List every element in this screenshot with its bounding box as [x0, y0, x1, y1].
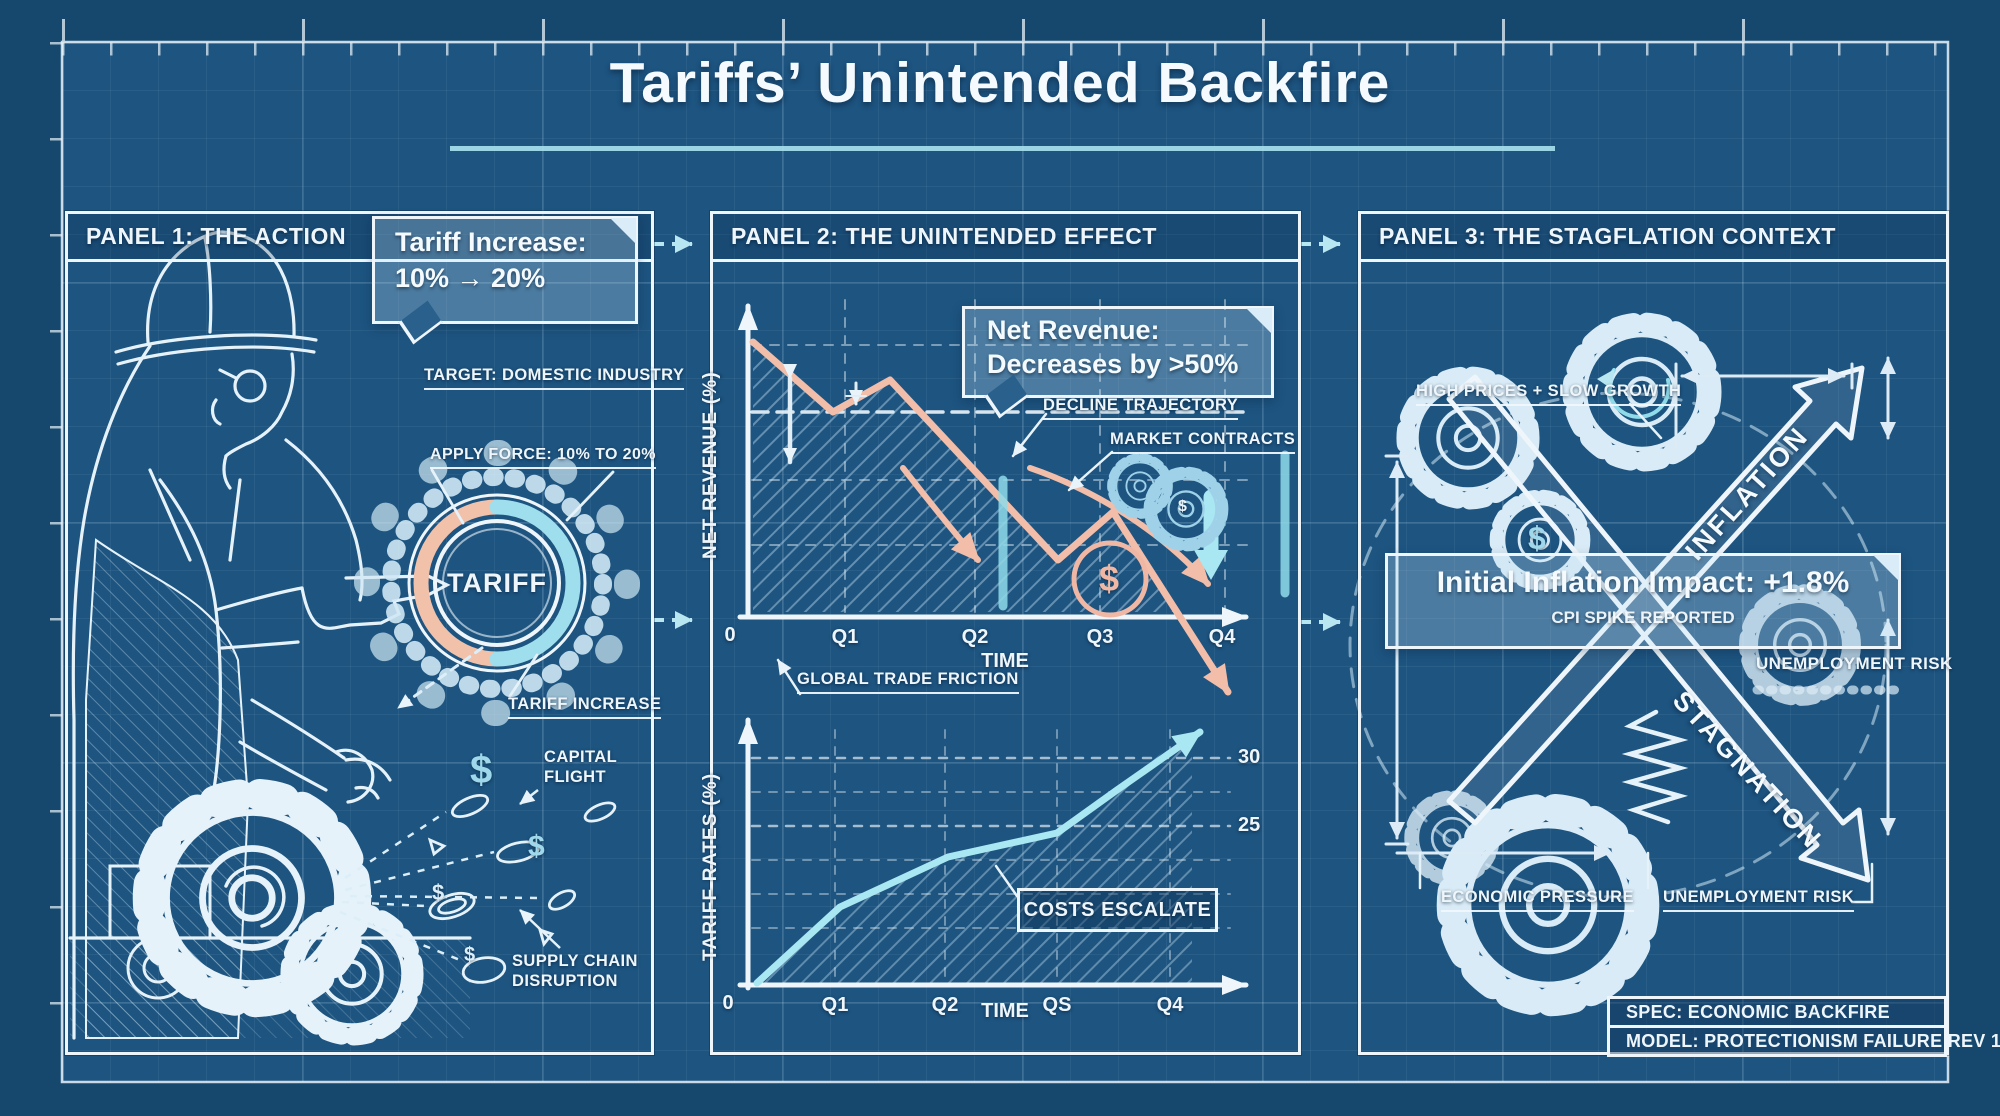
- panel-3-header: PANEL 3: THE STAGFLATION CONTEXT: [1361, 214, 1946, 262]
- supply-chain-label-1: SUPPLY CHAIN: [512, 952, 638, 970]
- revenue-origin: 0: [724, 624, 736, 646]
- cycle-arrow-icon: [1597, 368, 1671, 419]
- spec-row-1: SPEC: ECONOMIC BACKFIRE: [1626, 1002, 1890, 1022]
- capital-flight-label-1: CAPITAL: [544, 748, 618, 766]
- revenue-x-axis-label: TIME: [981, 650, 1029, 672]
- dollar-icon: $: [1528, 520, 1546, 556]
- tariff-dial-label: TARIFF: [447, 568, 547, 598]
- callout-line-2: 10% → 20%: [395, 263, 546, 293]
- dollar-circle-icon: [1071, 540, 1149, 618]
- spring-icon: [1621, 709, 1689, 825]
- target-label: TARGET: DOMESTIC INDUSTRY: [424, 366, 685, 390]
- capital-flight-label-2: FLIGHT: [544, 768, 606, 786]
- title-underline: [450, 146, 1555, 151]
- page-title: Tariffs’ Unintended Backfire: [609, 51, 1391, 115]
- tariff-dial: [354, 440, 640, 726]
- tariff-y-axis-label: TARIFF RATES (%): [700, 772, 721, 962]
- callout-line-1: Net Revenue:: [987, 315, 1160, 345]
- panel-3: PANEL 3: THE STAGFLATION CONTEXT: [1358, 211, 1949, 1055]
- fold-corner-icon: [1873, 555, 1899, 581]
- tariff-tick-q3: QS: [1042, 994, 1072, 1016]
- panel-3-title: PANEL 3: THE STAGFLATION CONTEXT: [1379, 223, 1837, 249]
- dollar-icon: $: [1099, 558, 1120, 599]
- machine-gears-icon: [68, 795, 472, 1039]
- unemployment-risk-label-bottom: UNEMPLOYMENT RISK: [1663, 888, 1855, 912]
- unemployment-risk-label-mid: UNEMPLOYMENT RISK: [1756, 654, 1953, 673]
- revenue-chart: [737, 299, 1290, 696]
- dollar-icon: $: [528, 830, 545, 863]
- flow-arrow-icons: [654, 235, 1341, 631]
- dollar-icon: $: [464, 944, 476, 966]
- tariff-tick-q1: Q1: [821, 994, 849, 1016]
- apply-force-label: APPLY FORCE: 10% TO 20%: [430, 446, 656, 469]
- banner-line-2: CPI SPIKE REPORTED: [1551, 608, 1735, 627]
- tariff-increase-label: TARIFF INCREASE: [508, 695, 662, 719]
- panel-1-title: PANEL 1: THE ACTION: [86, 223, 347, 249]
- market-contracts-label: MARKET CONTRACTS: [1110, 430, 1296, 454]
- stagflation-diagram: [1348, 323, 1905, 1002]
- tariff-tick-q4: Q4: [1156, 994, 1184, 1016]
- economic-pressure-label: ECONOMIC PRESSURE: [1441, 888, 1634, 912]
- panel-2-header: PANEL 2: THE UNINTENDED EFFECT: [713, 214, 1298, 262]
- panel-1-header: PANEL 1: THE ACTION: [68, 214, 651, 262]
- stagnation-arrow: [1446, 374, 1871, 883]
- revenue-tick-q4: Q4: [1208, 626, 1236, 648]
- fold-corner-icon: [610, 218, 636, 244]
- dollar-icon: $: [432, 880, 445, 905]
- tariff-increase-callout: Tariff Increase: 10% → 20%: [372, 216, 638, 345]
- tariff-x-axis-label: TIME: [981, 1000, 1029, 1022]
- dimension-lines: [1384, 356, 1896, 861]
- dollar-icon: $: [470, 748, 493, 792]
- label-elbow-lines: [1418, 402, 1874, 904]
- revenue-tick-q1: Q1: [831, 626, 859, 648]
- decline-trajectory-label: DECLINE TRAJECTORY: [1043, 396, 1239, 420]
- tariff-origin: 0: [722, 992, 734, 1014]
- fold-corner-icon: [1246, 308, 1272, 334]
- revenue-y-axis-label: NET REVENUE (%): [700, 371, 721, 559]
- capital-flight-coin-icons: [427, 793, 617, 984]
- tariff-chart: [737, 717, 1249, 995]
- panel-1: PANEL 1: THE ACTION: [65, 211, 654, 1055]
- revenue-tick-q2: Q2: [961, 626, 989, 648]
- tariff-value-25: 25: [1238, 814, 1261, 836]
- callout-line-2: Decreases by >50%: [987, 349, 1239, 379]
- inflation-impact-banner: Initial Inflation Impact: +1.8% CPI SPIK…: [1385, 553, 1901, 649]
- callout-line-1: Tariff Increase:: [395, 227, 587, 257]
- costs-escalate-label: COSTS ESCALATE: [1017, 888, 1218, 932]
- high-prices-label: HIGH PRICES + SLOW GROWTH: [1416, 382, 1682, 406]
- revenue-tick-q3: Q3: [1086, 626, 1114, 648]
- dollar-icon: $: [1178, 498, 1187, 515]
- tariff-tick-q2: Q2: [931, 994, 959, 1016]
- panel-2-title: PANEL 2: THE UNINTENDED EFFECT: [731, 223, 1158, 249]
- global-trade-friction-label: GLOBAL TRADE FRICTION: [797, 670, 1019, 694]
- banner-line-1: Initial Inflation Impact: +1.8%: [1436, 566, 1850, 599]
- supply-chain-label-2: DISRUPTION: [512, 972, 618, 990]
- tariff-value-30: 30: [1238, 746, 1261, 768]
- spec-box: SPEC: ECONOMIC BACKFIRE MODEL: PROTECTIO…: [1607, 996, 2000, 1057]
- scatter-motion-lines: [339, 810, 539, 962]
- net-revenue-callout: Net Revenue: Decreases by >50%: [962, 306, 1274, 419]
- spec-row-2: MODEL: PROTECTIONISM FAILURE REV 1.0: [1610, 1025, 2000, 1054]
- panel-2: PANEL 2: THE UNINTENDED EFFECT: [710, 211, 1301, 1055]
- panel1-leader-lines: [519, 789, 561, 949]
